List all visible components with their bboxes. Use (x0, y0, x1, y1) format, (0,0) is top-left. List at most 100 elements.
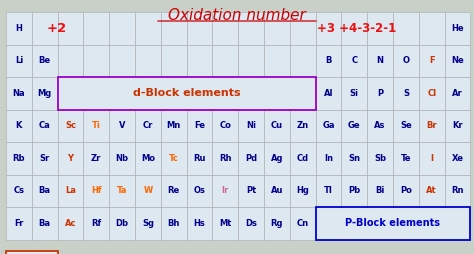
Bar (290, 109, 316, 142)
Bar (419, 12, 445, 44)
Text: Ti: Ti (92, 121, 101, 130)
Text: Sr: Sr (39, 154, 50, 163)
Bar (58, 109, 83, 142)
Text: Ds: Ds (245, 219, 257, 228)
Text: P-Block elements: P-Block elements (346, 218, 440, 228)
Text: Al: Al (324, 89, 333, 98)
Text: Pt: Pt (246, 186, 256, 195)
Bar (109, 12, 135, 44)
Bar (445, 44, 470, 77)
Bar (419, 109, 445, 142)
Text: Rf: Rf (91, 219, 101, 228)
Bar (341, 142, 367, 174)
Bar (238, 12, 264, 44)
Text: Re: Re (168, 186, 180, 195)
Text: Db: Db (116, 219, 128, 228)
Bar (32, 174, 58, 207)
Text: N: N (377, 56, 383, 65)
Bar (419, 142, 445, 174)
Bar (290, 77, 316, 109)
Bar (32, 109, 58, 142)
Text: d-Block elements: d-Block elements (133, 88, 240, 98)
Bar (393, 207, 419, 240)
Bar (58, 207, 83, 240)
Bar (264, 77, 290, 109)
Bar (290, 12, 316, 44)
Text: Nb: Nb (116, 154, 128, 163)
Bar (135, 207, 161, 240)
Text: Ba: Ba (39, 219, 51, 228)
Bar (58, 174, 83, 207)
Text: Ni: Ni (246, 121, 256, 130)
Bar (316, 207, 341, 240)
Bar (290, 174, 316, 207)
Bar (83, 44, 109, 77)
Bar (316, 174, 341, 207)
Text: Na: Na (13, 89, 25, 98)
Bar (161, 142, 187, 174)
Bar (393, 12, 419, 44)
Bar (6, 207, 32, 240)
Bar (32, 12, 58, 44)
Bar (212, 44, 238, 77)
Text: Se: Se (400, 121, 412, 130)
Text: As: As (374, 121, 386, 130)
Bar (238, 109, 264, 142)
Bar (6, 174, 32, 207)
Bar (6, 44, 32, 77)
Bar (6, 77, 32, 109)
Bar (393, 174, 419, 207)
Bar (367, 77, 393, 109)
Bar (341, 44, 367, 77)
Text: S: S (403, 89, 409, 98)
Bar (6, 109, 32, 142)
Bar (341, 12, 367, 44)
Bar (238, 44, 264, 77)
Text: Cu: Cu (271, 121, 283, 130)
Text: Sg: Sg (142, 219, 154, 228)
Bar (187, 77, 212, 109)
Text: Rn: Rn (451, 186, 464, 195)
Text: Br: Br (427, 121, 437, 130)
Bar (316, 77, 341, 109)
Text: Sb: Sb (374, 154, 386, 163)
Bar (212, 109, 238, 142)
Bar (187, 174, 212, 207)
Bar (109, 109, 135, 142)
Text: Li: Li (15, 56, 23, 65)
Text: Hs: Hs (193, 219, 205, 228)
Bar (58, 44, 83, 77)
Text: Bi: Bi (375, 186, 385, 195)
Text: Ga: Ga (322, 121, 335, 130)
Bar (187, 142, 212, 174)
Text: Pb: Pb (348, 186, 360, 195)
Text: Tc: Tc (169, 154, 179, 163)
Text: Xe: Xe (452, 154, 464, 163)
Text: Mn: Mn (166, 121, 181, 130)
Bar (393, 44, 419, 77)
Bar (367, 207, 393, 240)
Text: Po: Po (400, 186, 412, 195)
Bar (393, 142, 419, 174)
Bar (367, 109, 393, 142)
Bar (161, 109, 187, 142)
Bar (109, 207, 135, 240)
Text: In: In (324, 154, 333, 163)
Text: Co: Co (219, 121, 231, 130)
Bar (109, 142, 135, 174)
Text: Fr: Fr (14, 219, 24, 228)
Bar (161, 12, 187, 44)
Bar (135, 109, 161, 142)
Bar (264, 207, 290, 240)
Bar (341, 174, 367, 207)
Bar (6, 142, 32, 174)
Text: Y: Y (67, 154, 73, 163)
Bar (212, 174, 238, 207)
Bar (83, 77, 109, 109)
Bar (419, 207, 445, 240)
Bar (187, 207, 212, 240)
Bar (32, 44, 58, 77)
Text: Ac: Ac (65, 219, 76, 228)
Bar (316, 109, 341, 142)
Text: Zn: Zn (297, 121, 309, 130)
